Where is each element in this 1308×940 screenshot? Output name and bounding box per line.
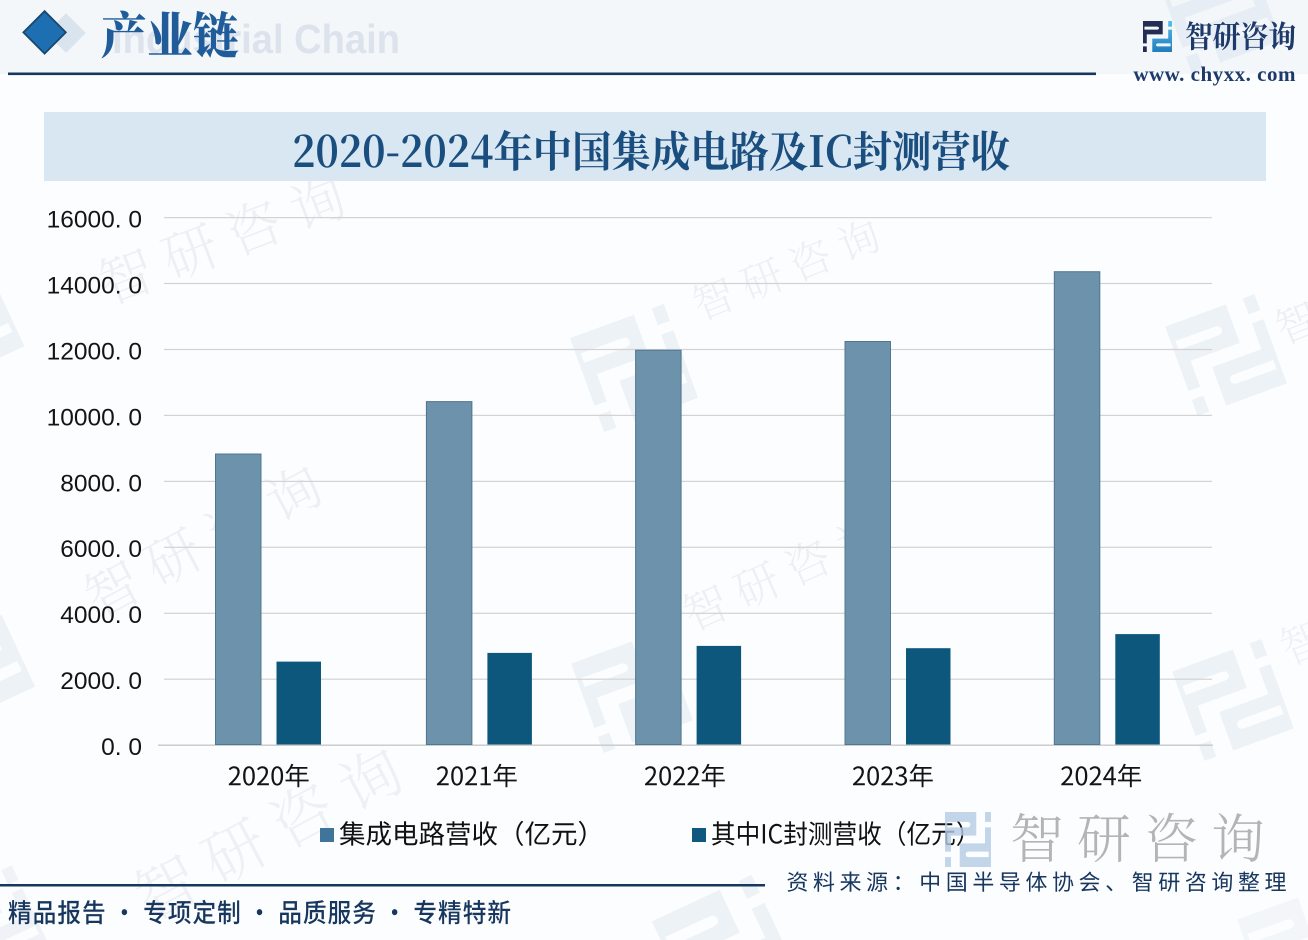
svg-text:Industrial Chain: Industrial Chain [112, 17, 400, 63]
svg-text:14000. 0: 14000. 0 [47, 272, 142, 299]
svg-text:10000. 0: 10000. 0 [47, 404, 142, 431]
svg-text:16000. 0: 16000. 0 [47, 207, 142, 234]
svg-text:6000. 0: 6000. 0 [60, 536, 142, 563]
svg-text:8000. 0: 8000. 0 [60, 470, 142, 497]
svg-text:www. chyxx. com: www. chyxx. com [1133, 62, 1296, 86]
svg-text:0. 0: 0. 0 [101, 734, 142, 761]
svg-text:12000. 0: 12000. 0 [47, 338, 142, 365]
svg-text:2000. 0: 2000. 0 [60, 668, 142, 695]
svg-text:4000. 0: 4000. 0 [60, 602, 142, 629]
